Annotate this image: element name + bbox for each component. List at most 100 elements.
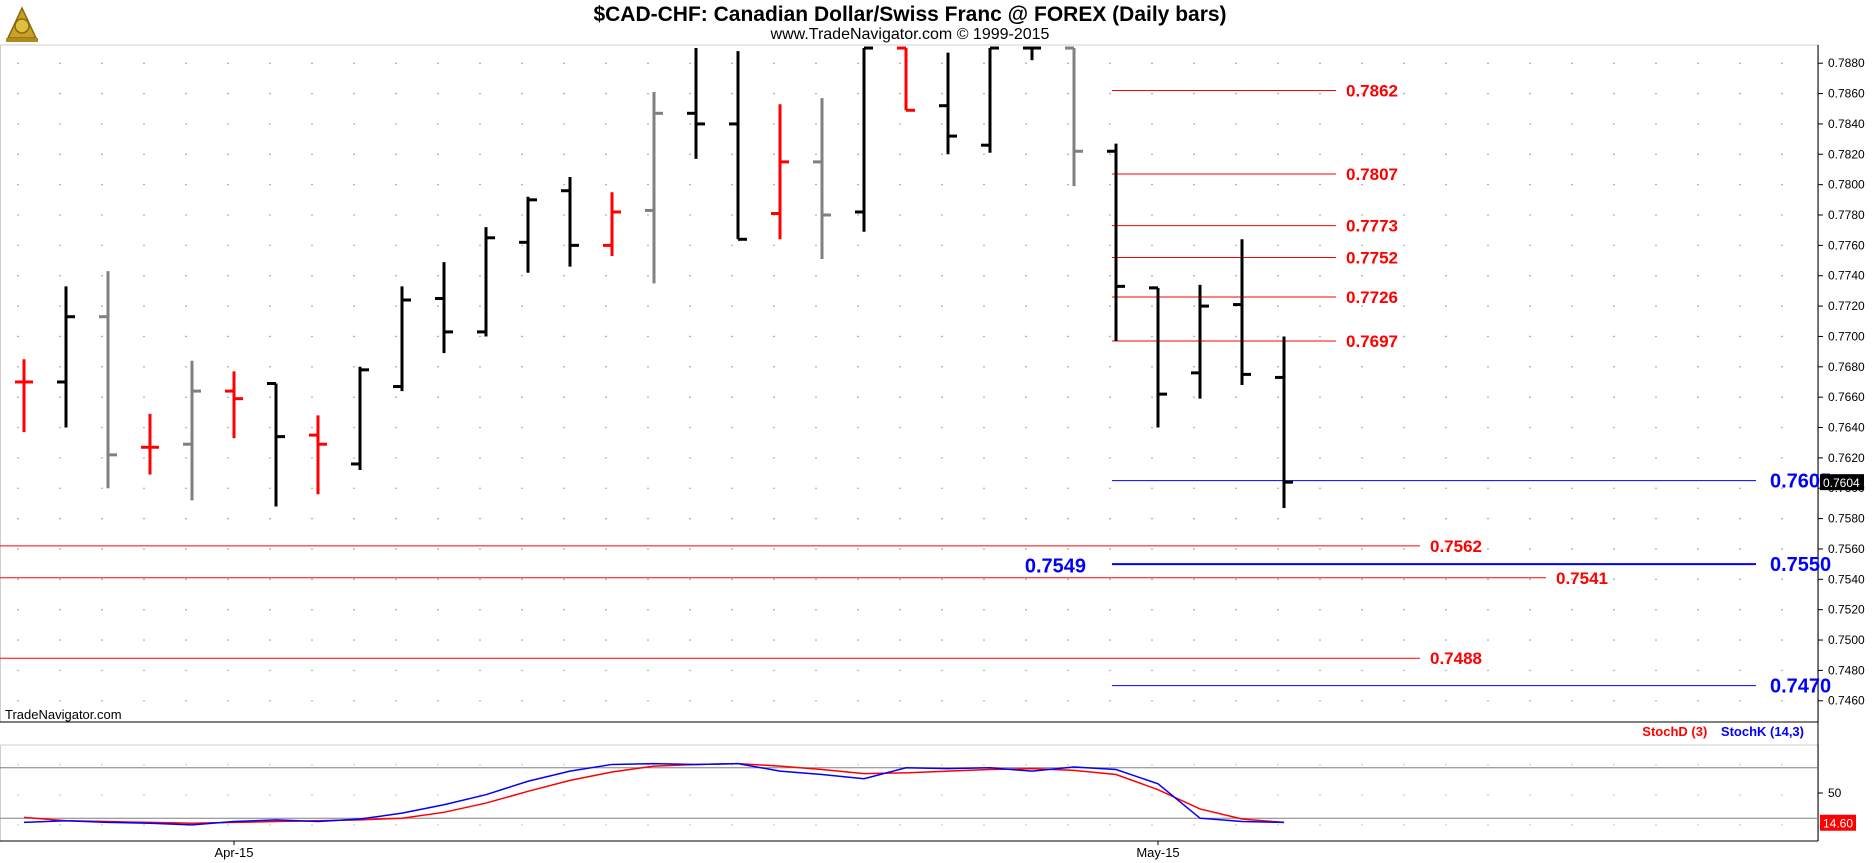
grid-dot bbox=[311, 700, 313, 702]
grid-dot bbox=[17, 153, 19, 155]
grid-dot bbox=[857, 794, 858, 795]
grid-dot bbox=[1025, 305, 1027, 307]
grid-dot bbox=[1319, 123, 1321, 125]
grid-dot bbox=[605, 93, 607, 95]
grid-dot bbox=[185, 305, 187, 307]
grid-dot bbox=[1571, 427, 1573, 429]
grid-dot bbox=[1697, 184, 1699, 186]
grid-dot bbox=[1445, 764, 1446, 765]
grid-dot bbox=[815, 275, 817, 277]
grid-dot bbox=[269, 487, 271, 489]
grid-dot bbox=[1487, 214, 1489, 216]
grid-dot bbox=[731, 548, 733, 550]
grid-dot bbox=[815, 153, 817, 155]
grid-dot bbox=[1277, 700, 1279, 702]
grid-dot bbox=[437, 184, 439, 186]
grid-dot bbox=[563, 609, 565, 611]
grid-dot bbox=[1361, 764, 1362, 765]
grid-dot bbox=[605, 487, 607, 489]
grid-dot bbox=[227, 275, 229, 277]
grid-dot bbox=[1151, 123, 1153, 125]
grid-dot bbox=[1235, 670, 1237, 672]
grid-dot bbox=[1361, 245, 1363, 247]
grid-dot bbox=[1193, 396, 1195, 398]
grid-dot bbox=[1487, 670, 1489, 672]
grid-dot bbox=[1739, 487, 1741, 489]
grid-dot bbox=[437, 700, 439, 702]
y-tick-label: 0.7860 bbox=[1828, 87, 1865, 101]
grid-dot bbox=[1739, 457, 1741, 459]
grid-dot bbox=[1613, 579, 1615, 581]
grid-dot bbox=[269, 670, 271, 672]
grid-dot bbox=[1319, 609, 1321, 611]
grid-dot bbox=[773, 366, 775, 368]
grid-dot bbox=[1151, 609, 1153, 611]
level-label: 0.7562 bbox=[1430, 537, 1482, 556]
grid-dot bbox=[1571, 396, 1573, 398]
grid-dot bbox=[1487, 794, 1488, 795]
grid-dot bbox=[437, 579, 439, 581]
grid-dot bbox=[227, 153, 229, 155]
grid-dot bbox=[1193, 824, 1194, 825]
grid-dot bbox=[773, 457, 775, 459]
grid-dot bbox=[17, 764, 18, 765]
grid-dot bbox=[605, 794, 606, 795]
grid-dot bbox=[227, 457, 229, 459]
grid-dot bbox=[353, 700, 355, 702]
grid-dot bbox=[17, 245, 19, 247]
grid-dot bbox=[1067, 245, 1069, 247]
grid-dot bbox=[1193, 366, 1195, 368]
grid-dot bbox=[437, 548, 439, 550]
grid-dot bbox=[647, 548, 649, 550]
grid-dot bbox=[395, 700, 397, 702]
grid-dot bbox=[605, 427, 607, 429]
grid-dot bbox=[647, 427, 649, 429]
level-label: 0.7488 bbox=[1430, 649, 1482, 668]
grid-dot bbox=[143, 245, 145, 247]
grid-dot bbox=[101, 336, 103, 338]
grid-dot bbox=[521, 794, 522, 795]
grid-dot bbox=[1067, 824, 1068, 825]
grid-dot bbox=[731, 366, 733, 368]
grid-dot bbox=[1109, 457, 1111, 459]
grid-dot bbox=[227, 579, 229, 581]
grid-dot bbox=[1697, 609, 1699, 611]
grid-dot bbox=[1319, 457, 1321, 459]
grid-dot bbox=[1109, 794, 1110, 795]
grid-dot bbox=[647, 336, 649, 338]
grid-dot bbox=[1361, 62, 1363, 64]
grid-dot bbox=[647, 214, 649, 216]
grid-dot bbox=[101, 487, 103, 489]
grid-dot bbox=[1613, 609, 1615, 611]
grid-dot bbox=[815, 366, 817, 368]
grid-dot bbox=[17, 62, 19, 64]
grid-dot bbox=[1403, 123, 1405, 125]
grid-dot bbox=[941, 609, 943, 611]
grid-dot bbox=[983, 93, 985, 95]
grid-dot bbox=[1739, 764, 1740, 765]
grid-dot bbox=[647, 457, 649, 459]
grid-dot bbox=[395, 336, 397, 338]
grid-dot bbox=[773, 794, 774, 795]
grid-dot bbox=[773, 245, 775, 247]
grid-dot bbox=[311, 764, 312, 765]
grid-dot bbox=[1277, 824, 1278, 825]
grid-dot bbox=[353, 427, 355, 429]
grid-dot bbox=[689, 548, 691, 550]
grid-dot bbox=[1193, 93, 1195, 95]
grid-dot bbox=[1319, 487, 1321, 489]
grid-dot bbox=[605, 184, 607, 186]
grid-dot bbox=[605, 123, 607, 125]
grid-dot bbox=[1487, 764, 1488, 765]
grid-dot bbox=[1151, 336, 1153, 338]
grid-dot bbox=[269, 214, 271, 216]
grid-dot bbox=[1025, 609, 1027, 611]
grid-dot bbox=[731, 700, 733, 702]
grid-dot bbox=[1067, 62, 1069, 64]
grid-dot bbox=[59, 670, 61, 672]
grid-dot bbox=[1655, 93, 1657, 95]
grid-dot bbox=[647, 518, 649, 520]
grid-dot bbox=[1361, 153, 1363, 155]
grid-dot bbox=[941, 366, 943, 368]
grid-dot bbox=[269, 794, 270, 795]
